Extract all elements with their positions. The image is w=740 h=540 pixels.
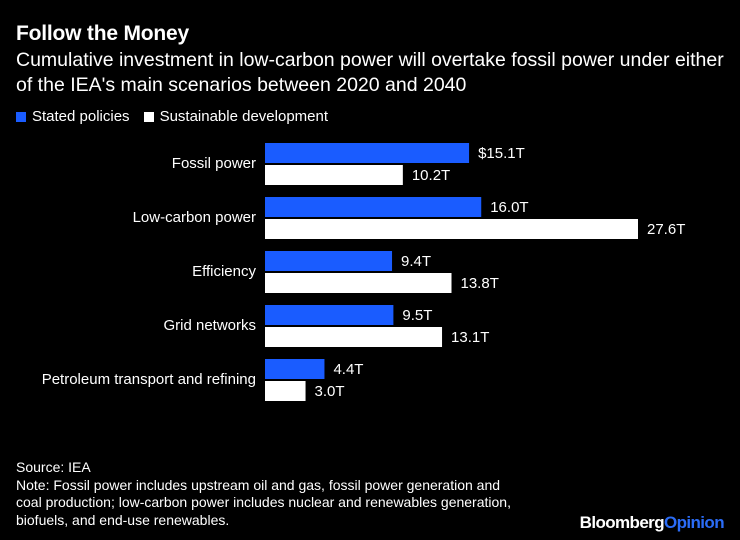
legend-label-stated: Stated policies: [32, 108, 130, 125]
legend-item-sustainable: Sustainable development: [143, 108, 329, 125]
bar-sustainable: [265, 273, 452, 293]
data-label-stated: 9.5T: [402, 307, 432, 324]
data-label-stated: 9.4T: [401, 253, 431, 270]
legend-swatch-sustainable: [143, 111, 154, 122]
bar-sustainable: [265, 165, 403, 185]
legend-swatch-stated: [16, 111, 26, 122]
legend: Stated policies Sustainable development: [16, 108, 342, 125]
brand-opinion: Opinion: [663, 513, 725, 532]
note-line: biofuels, and end-use renewables.: [16, 511, 230, 528]
chart-subtitle: Cumulative investment in low-carbon powe…: [16, 49, 724, 96]
category-label: Efficiency: [192, 263, 256, 280]
category-label: Fossil power: [172, 155, 256, 172]
note-line: coal production; low-carbon power includ…: [16, 494, 511, 510]
bar-stated: [265, 197, 482, 217]
chart-title: Follow the Money: [16, 22, 189, 45]
brand-bloomberg: Bloomberg: [579, 513, 665, 532]
data-label-stated: 16.0T: [490, 199, 528, 216]
data-label-sustainable: 13.8T: [461, 275, 499, 292]
footer: Source: IEA Note: Fossil power includes …: [16, 459, 511, 529]
bar-stated: [265, 359, 325, 379]
data-label-sustainable: 13.1T: [451, 329, 489, 346]
category-label: Petroleum transport and refining: [42, 371, 256, 388]
source-text: Source: IEA: [16, 459, 91, 475]
category-label: Low-carbon power: [133, 209, 256, 226]
data-label-sustainable: 3.0T: [315, 383, 345, 400]
category-label: Grid networks: [163, 317, 256, 334]
bar-sustainable: [265, 327, 443, 347]
bar-sustainable: [265, 381, 306, 401]
bloomberg-opinion-logo: BloombergOpinion: [579, 513, 725, 533]
legend-item-stated: Stated policies: [16, 108, 130, 125]
legend-label-sustainable: Sustainable development: [159, 108, 329, 125]
data-label-stated: $15.1T: [478, 145, 525, 162]
data-label-stated: 4.4T: [333, 361, 363, 378]
note-line: Note: Fossil power includes upstream oil…: [16, 476, 501, 493]
bar-sustainable: [265, 219, 638, 239]
data-label-sustainable: 27.6T: [647, 221, 685, 238]
bar-stated: [265, 143, 470, 163]
bar-stated: [265, 251, 393, 271]
data-label-sustainable: 10.2T: [412, 167, 450, 184]
bar-stated: [265, 305, 394, 325]
